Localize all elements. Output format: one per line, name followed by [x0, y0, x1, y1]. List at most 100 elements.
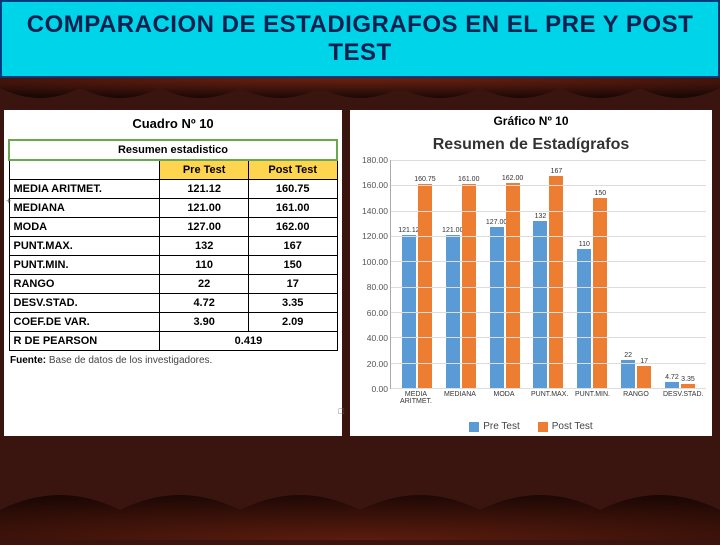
row-pre: 127.00: [160, 218, 249, 237]
table-row: MEDIANA121.00161.00: [9, 199, 337, 218]
marker-plus: +: [6, 196, 11, 206]
bar-value-label: 127.00: [486, 219, 507, 226]
marker-square: □: [339, 406, 344, 416]
bar-group: 132167: [533, 160, 563, 388]
row-post: 162.00: [248, 218, 337, 237]
legend-post-label: Post Test: [552, 421, 593, 432]
plot-area: 121.12160.75121.00161.00127.00162.001321…: [390, 160, 706, 389]
bar: 17: [637, 366, 651, 388]
bar-group: 2217: [621, 160, 651, 388]
bars-container: 121.12160.75121.00161.00127.00162.001321…: [391, 160, 706, 388]
bar: 22: [621, 360, 635, 388]
legend-post: Post Test: [538, 421, 593, 432]
bar-value-label: 167: [551, 168, 563, 175]
y-axis: 0.0020.0040.0060.0080.00100.00120.00140.…: [356, 160, 390, 389]
x-label: MEDIA ARITMET.: [399, 389, 433, 415]
row-pre: 4.72: [160, 294, 249, 313]
bar: 162.00: [506, 183, 520, 388]
gridline: [391, 312, 706, 313]
bar-group: 4.723.35: [665, 160, 695, 388]
chart-panel: Gráfico Nº 10 Resumen de Estadígrafos 0.…: [350, 110, 712, 436]
row-pre: 121.00: [160, 199, 249, 218]
legend-pre-label: Pre Test: [483, 421, 520, 432]
row-post: 160.75: [248, 180, 337, 199]
col-blank: [9, 160, 160, 180]
gridline: [391, 185, 706, 186]
gridline: [391, 261, 706, 262]
bar-value-label: 110: [579, 241, 590, 248]
chart-title: Resumen de Estadígrafos: [356, 136, 706, 154]
y-tick: 0.00: [356, 384, 388, 394]
row-pre: 110: [160, 256, 249, 275]
row-post: 17: [248, 275, 337, 294]
chart-area: 0.0020.0040.0060.0080.00100.00120.00140.…: [356, 160, 706, 415]
table-row: DESV.STAD.4.723.35: [9, 294, 337, 313]
row-label: MEDIA ARITMET.: [9, 180, 160, 199]
bar-value-label: 121.12: [398, 227, 419, 234]
bar: 127.00: [490, 227, 504, 388]
row-post: 167: [248, 237, 337, 256]
bar-group: 110150: [577, 160, 607, 388]
bar-group: 127.00162.00: [490, 160, 520, 388]
bar: 150: [593, 198, 607, 388]
row-post: 150: [248, 256, 337, 275]
row-pre: 121.12: [160, 180, 249, 199]
y-tick: 120.00: [356, 231, 388, 241]
gridline: [391, 160, 706, 161]
bar-group: 121.00161.00: [446, 160, 476, 388]
table-row: RANGO2217: [9, 275, 337, 294]
legend-pre: Pre Test: [469, 421, 520, 432]
x-label: DESV.STAD.: [663, 389, 697, 415]
bar-value-label: 3.35: [681, 376, 695, 383]
gridline: [391, 363, 706, 364]
table-row: MEDIA ARITMET.121.12160.75: [9, 180, 337, 199]
swatch-post: [538, 422, 548, 432]
bar-group: 121.12160.75: [402, 160, 432, 388]
row-label: MODA: [9, 218, 160, 237]
slide-header: COMPARACION DE ESTADIGRAFOS EN EL PRE Y …: [0, 0, 720, 78]
gridline: [391, 236, 706, 237]
row-label: DESV.STAD.: [9, 294, 160, 313]
x-label: RANGO: [619, 389, 653, 415]
bar-value-label: 132: [535, 213, 547, 220]
gridline: [391, 211, 706, 212]
content-row: + Cuadro Nº 10 Resumen estadistico Pre T…: [0, 110, 720, 436]
stats-table: Resumen estadistico Pre Test Post Test M…: [8, 139, 338, 351]
x-label: MEDIANA: [443, 389, 477, 415]
row-pre: 132: [160, 237, 249, 256]
swatch-pre: [469, 422, 479, 432]
y-tick: 100.00: [356, 257, 388, 267]
y-tick: 60.00: [356, 308, 388, 318]
row-label: PUNT.MIN.: [9, 256, 160, 275]
curtain-bottom-decor: [0, 472, 720, 540]
gridline: [391, 337, 706, 338]
bar-value-label: 121.00: [442, 227, 463, 234]
bar-value-label: 162.00: [502, 175, 523, 182]
row-span-value: 0.419: [160, 332, 337, 351]
row-label: COEF.DE VAR.: [9, 313, 160, 332]
y-tick: 80.00: [356, 282, 388, 292]
x-axis-labels: MEDIA ARITMET.MEDIANAMODAPUNT.MAX.PUNT.M…: [390, 389, 706, 415]
y-tick: 40.00: [356, 333, 388, 343]
row-post: 2.09: [248, 313, 337, 332]
bar-value-label: 4.72: [665, 374, 679, 381]
table-panel: + Cuadro Nº 10 Resumen estadistico Pre T…: [4, 110, 342, 436]
y-tick: 160.00: [356, 180, 388, 190]
bar: 110: [577, 249, 591, 388]
table-footer: Fuente: Base de datos de los investigado…: [8, 351, 338, 370]
curtain-top-decor: [0, 78, 720, 108]
bar: 167: [549, 176, 563, 388]
y-tick: 140.00: [356, 206, 388, 216]
row-post: 161.00: [248, 199, 337, 218]
col-post: Post Test: [248, 160, 337, 180]
y-tick: 180.00: [356, 155, 388, 165]
chart-caption: Gráfico Nº 10: [356, 114, 706, 128]
table-row: PUNT.MIN.110150: [9, 256, 337, 275]
x-label: PUNT.MIN.: [575, 389, 609, 415]
bar-value-label: 160.75: [414, 176, 435, 183]
bar-value-label: 150: [594, 190, 606, 197]
bar-value-label: 22: [624, 352, 632, 359]
row-pre: 3.90: [160, 313, 249, 332]
row-post: 3.35: [248, 294, 337, 313]
row-pre: 22: [160, 275, 249, 294]
